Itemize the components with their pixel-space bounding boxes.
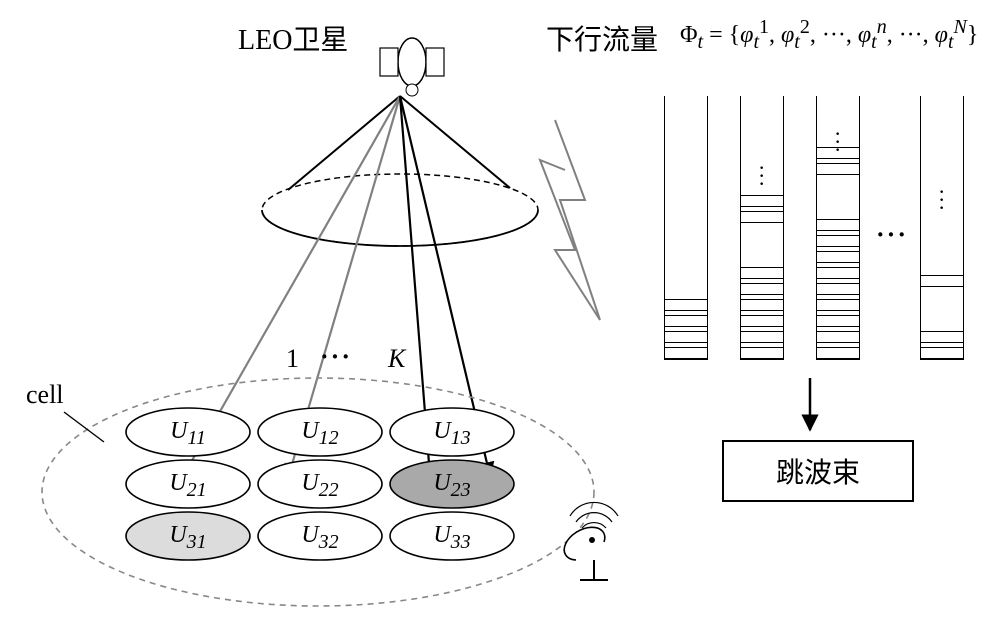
queue-pkt (817, 235, 859, 247)
diagram-canvas: LEO卫星 1 ··· K cell 下行流量 Φt = {φt1, φt2, … (0, 0, 1000, 617)
queue-pkt (817, 331, 859, 343)
queue-pkt (817, 251, 859, 263)
queue-pkt (665, 347, 707, 359)
queue-pkt (817, 299, 859, 311)
cell-U21: U21 (148, 470, 228, 502)
cell-U11: U11 (148, 418, 228, 450)
queue-pkt (665, 331, 707, 343)
phi-expression: Φt = {φt1, φt2, ···, φtn, ···, φtN} (680, 16, 978, 54)
queue-pkt (741, 299, 783, 311)
vdots: ··· (938, 188, 945, 212)
queue-pkt (921, 347, 963, 359)
vdots: ··· (758, 164, 765, 188)
beam-one-label: 1 (286, 344, 299, 374)
queue-col-3 (920, 96, 964, 360)
satellite-label: LEO卫星 (238, 18, 348, 58)
queue-pkt (741, 283, 783, 295)
queue-pkt (741, 267, 783, 279)
cell-U32: U32 (280, 522, 360, 554)
queue-pkt (665, 315, 707, 327)
hop-beam-label: 跳波束 (776, 451, 860, 491)
queue-col-1 (740, 96, 784, 360)
traffic-label: 下行流量 (546, 18, 658, 58)
queue-pkt (817, 219, 859, 231)
queue-pkt (817, 347, 859, 359)
queue-pkt (665, 299, 707, 311)
hop-beam-box: 跳波束 (722, 440, 914, 502)
queue-col-0 (664, 96, 708, 360)
queue-pkt (817, 163, 859, 175)
queue-pkt (741, 331, 783, 343)
cell-annotation: cell (26, 380, 64, 410)
beam-k-label: K (388, 344, 405, 374)
cell-U12: U12 (280, 418, 360, 450)
vdots: ··· (834, 130, 841, 154)
cell-U31: U31 (148, 522, 228, 554)
queue-pkt (741, 211, 783, 223)
queue-pkt (817, 267, 859, 279)
cell-U23: U23 (412, 470, 492, 502)
queue-pkt (741, 195, 783, 207)
queue-pkt (921, 275, 963, 287)
queue-pkt (741, 347, 783, 359)
queue-pkt (817, 283, 859, 295)
cell-U33: U33 (412, 522, 492, 554)
beam-dots: ··· (320, 342, 352, 372)
queue-gap-dots: ··· (876, 220, 908, 250)
queue-pkt (921, 331, 963, 343)
queue-pkt (817, 315, 859, 327)
cell-U13: U13 (412, 418, 492, 450)
cell-U22: U22 (280, 470, 360, 502)
queue-pkt (741, 315, 783, 327)
